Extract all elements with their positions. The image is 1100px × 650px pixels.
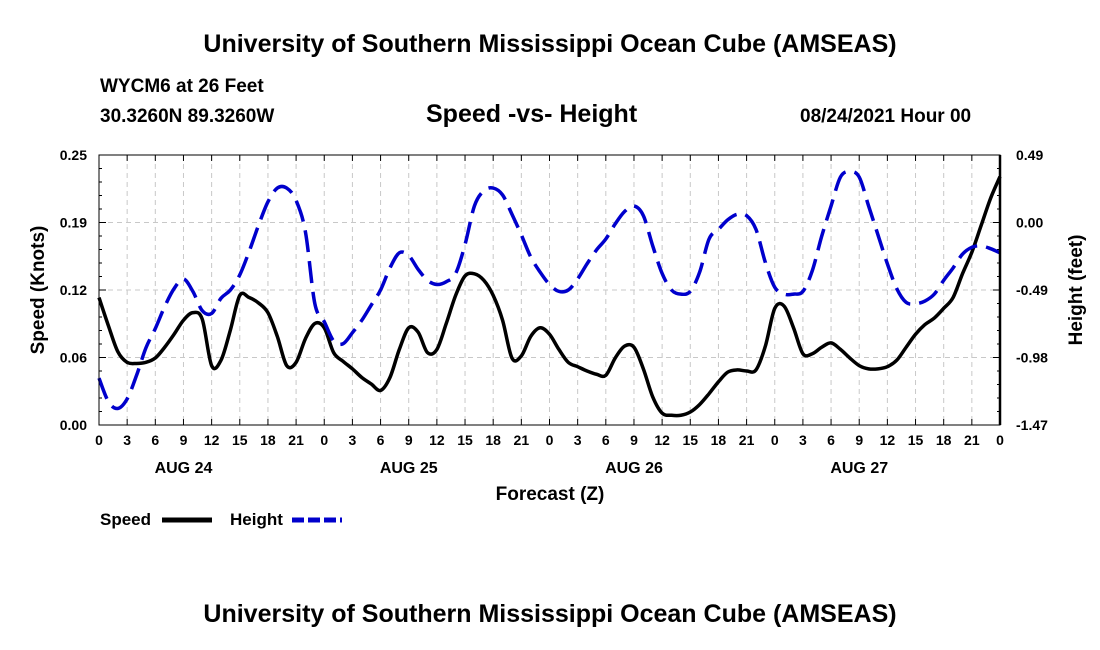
- station-label: WYCM6 at 26 Feet: [100, 76, 264, 97]
- x-tick-label: 6: [151, 432, 159, 448]
- chart-subtitle: Speed -vs- Height: [426, 100, 638, 128]
- y-tick-label: 0.19: [60, 215, 87, 231]
- x-tick-label: 6: [377, 432, 385, 448]
- legend-height-label: Height: [230, 510, 283, 529]
- x-tick-label: 18: [260, 432, 276, 448]
- x-tick-label: 18: [711, 432, 727, 448]
- y2-tick-label: -0.49: [1016, 282, 1048, 298]
- y-tick-label: 0.25: [60, 147, 87, 163]
- legend-speed-label: Speed: [100, 510, 151, 529]
- chart-footer-title: University of Southern Mississippi Ocean…: [203, 600, 897, 628]
- x-tick-label: 15: [682, 432, 698, 448]
- x-tick-label: 21: [288, 432, 304, 448]
- y2-tick-label: -0.98: [1016, 350, 1048, 366]
- tick-labels: 0 3 6 9 12 15 18 21 0 3 6 9 12 15 18 21 0 3 6 9 12 15 18 21 0 3 6 9…: [60, 147, 1048, 477]
- day-label: AUG 26: [605, 460, 663, 477]
- y2-tick-label: 0.49: [1016, 147, 1043, 163]
- x-tick-label: 0: [95, 432, 103, 448]
- y-tick-label: 0.12: [60, 282, 87, 298]
- x-tick-label: 0: [771, 432, 779, 448]
- x-tick-label: 3: [574, 432, 582, 448]
- x-tick-label: 21: [964, 432, 980, 448]
- legend: Speed Height: [100, 510, 342, 529]
- chart-main-title: University of Southern Mississippi Ocean…: [203, 30, 897, 58]
- grid: [99, 155, 1000, 425]
- y-tick-label: 0.00: [60, 417, 87, 433]
- x-tick-label: 15: [457, 432, 473, 448]
- x-tick-label: 15: [232, 432, 248, 448]
- x-tick-label: 9: [180, 432, 188, 448]
- day-label: AUG 25: [380, 460, 438, 477]
- coordinates-label: 30.3260N 89.3260W: [100, 106, 275, 127]
- x-tick-label: 12: [654, 432, 670, 448]
- x-axis-label: Forecast (Z): [496, 484, 605, 505]
- speed-series-line: [97, 175, 1002, 418]
- x-tick-label: 3: [349, 432, 357, 448]
- x-tick-label: 12: [880, 432, 896, 448]
- x-tick-label: 18: [936, 432, 952, 448]
- y2-tick-label: 0.00: [1016, 215, 1043, 231]
- x-tick-label: 9: [405, 432, 413, 448]
- x-tick-label: 12: [429, 432, 445, 448]
- x-tick-label: 6: [602, 432, 610, 448]
- x-tick-label: 15: [908, 432, 924, 448]
- x-tick-label: 3: [799, 432, 807, 448]
- day-label: AUG 24: [155, 460, 213, 477]
- x-tick-label: 0: [996, 432, 1004, 448]
- x-tick-label: 9: [855, 432, 863, 448]
- y-tick-label: 0.06: [60, 350, 87, 366]
- y2-tick-label: -1.47: [1016, 417, 1048, 433]
- x-tick-label: 18: [485, 432, 501, 448]
- x-tick-label: 0: [320, 432, 328, 448]
- y-axis-label: Speed (Knots): [28, 226, 49, 355]
- forecast-datetime: 08/24/2021 Hour 00: [800, 106, 972, 127]
- x-tick-label: 21: [514, 432, 530, 448]
- day-label: AUG 27: [830, 460, 888, 477]
- series-layer: [97, 169, 1002, 418]
- x-tick-label: 12: [204, 432, 220, 448]
- x-tick-label: 3: [123, 432, 131, 448]
- x-tick-label: 0: [546, 432, 554, 448]
- x-tick-label: 6: [827, 432, 835, 448]
- y2-axis-label: Height (feet): [1066, 235, 1087, 346]
- x-tick-label: 9: [630, 432, 638, 448]
- x-tick-label: 21: [739, 432, 755, 448]
